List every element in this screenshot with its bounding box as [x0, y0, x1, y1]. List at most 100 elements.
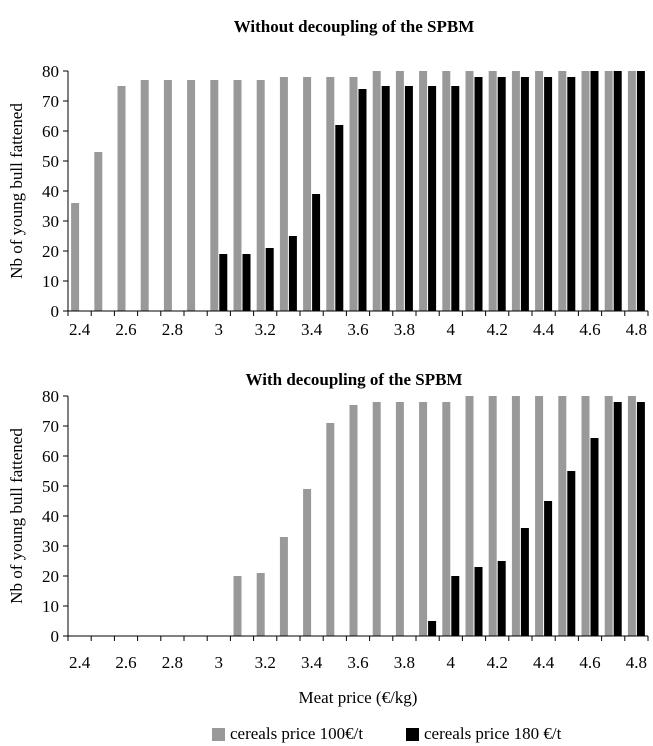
bar-series-2 [567, 77, 576, 311]
x-tick-label: 2.8 [162, 320, 183, 339]
bar-series-2 [428, 621, 437, 636]
bar-series-1 [303, 489, 312, 636]
bar-series-1 [511, 71, 520, 311]
x-tick-label: 3 [215, 320, 224, 339]
bar-series-1 [163, 80, 172, 311]
legend-swatch-black [406, 727, 419, 741]
x-axis-label: Meat price (€/kg) [299, 688, 418, 707]
y-tick-label: 30 [42, 212, 59, 231]
x-tick-label: 3.8 [394, 653, 415, 672]
bar-series-2 [219, 254, 228, 311]
bar-series-1 [535, 71, 544, 311]
bar-series-2 [590, 438, 599, 636]
y-tick-label: 60 [42, 122, 59, 141]
bar-series-2 [265, 248, 274, 311]
x-tick-label: 2.6 [115, 653, 136, 672]
bar-series-2 [520, 77, 529, 311]
x-tick-label: 3.2 [255, 320, 276, 339]
bar-series-1 [233, 576, 242, 636]
legend-swatch-grey [212, 727, 225, 741]
bar-series-1 [395, 402, 404, 636]
y-tick-label: 50 [42, 477, 59, 496]
bar-series-2 [544, 77, 553, 311]
bar-series-2 [613, 71, 622, 311]
chart-without-decoupling: Without decoupling of the SPBM 0 10 20 30 40 5… [7, 17, 649, 339]
bar-series-1 [94, 152, 103, 311]
bar-series-1 [465, 396, 474, 636]
y-tick-label: 60 [42, 447, 59, 466]
legend-item-series-1: cereals price 100€/t [212, 724, 363, 744]
bar-series-1 [117, 86, 126, 311]
bar-series-1 [442, 402, 451, 636]
bar-series-1 [581, 396, 590, 636]
bar-series-1 [140, 80, 149, 311]
bar-series-1 [279, 77, 288, 311]
y-tick-label: 50 [42, 152, 59, 171]
y-tick-label: 20 [42, 567, 59, 586]
bar-series-1 [210, 80, 219, 311]
bar-series-1 [488, 71, 497, 311]
bar-series-2 [497, 561, 506, 636]
chart-title: Without decoupling of the SPBM [234, 17, 475, 36]
bar-series-1 [349, 77, 358, 311]
y-tick-label: 0 [51, 627, 60, 646]
y-axis-label: Nb of young bull fattened [7, 428, 26, 604]
x-tick-label: 4 [447, 653, 456, 672]
y-tick-label: 0 [51, 302, 60, 321]
chart-title: With decoupling of the SPBM [246, 370, 463, 389]
y-axis-label: Nb of young bull fattened [7, 103, 26, 279]
bar-series-2 [404, 86, 413, 311]
y-tick-label: 80 [42, 62, 59, 81]
legend-label-series-2: cereals price 180 €/t [424, 724, 562, 743]
bar-series-1 [604, 396, 613, 636]
x-tick-label: 4.4 [533, 320, 555, 339]
x-tick-label: 2.6 [115, 320, 136, 339]
bar-series-2 [381, 86, 390, 311]
bar-series-1 [442, 71, 451, 311]
bar-series-1 [349, 405, 358, 636]
bar-series-2 [636, 402, 645, 636]
y-tick-label: 30 [42, 537, 59, 556]
bar-series-1 [581, 71, 590, 311]
bar-series-2 [520, 528, 529, 636]
bar-series-2 [451, 86, 460, 311]
x-tick-label: 4.6 [579, 320, 600, 339]
bar-series-1 [465, 71, 474, 311]
x-tick-label: 3.6 [347, 320, 368, 339]
x-tick-label: 3.2 [255, 653, 276, 672]
y-tick-label: 10 [42, 272, 59, 291]
bar-series-2 [451, 576, 460, 636]
y-tick-label: 10 [42, 597, 59, 616]
bar-series-1 [604, 71, 613, 311]
bar-series-1 [558, 71, 567, 311]
x-tick-label: 2.4 [69, 653, 91, 672]
bar-series-2 [288, 236, 297, 311]
bar-series-2 [497, 77, 506, 311]
x-tick-label: 4.2 [487, 653, 508, 672]
bar-series-1 [419, 71, 428, 311]
bar-series-1 [303, 77, 312, 311]
y-tick-label: 40 [42, 182, 59, 201]
legend-label-series-1: cereals price 100€/t [230, 724, 364, 743]
bar-series-2 [590, 71, 599, 311]
bar-series-1 [71, 203, 80, 311]
y-tick-label: 70 [42, 92, 59, 111]
x-tick-label: 4.8 [626, 320, 647, 339]
bar-series-1 [627, 396, 636, 636]
bar-series-1 [558, 396, 567, 636]
bar-series-2 [567, 471, 576, 636]
bar-series-2 [428, 86, 437, 311]
x-tick-label: 4 [447, 320, 456, 339]
chart-with-decoupling: With decoupling of the SPBM 0 10 20 30 40 50 60… [7, 370, 649, 707]
bar-series-2 [544, 501, 553, 636]
x-tick-label: 3.4 [301, 320, 323, 339]
bar-series-1 [256, 80, 265, 311]
x-tick-label: 4.2 [487, 320, 508, 339]
x-tick-label: 2.8 [162, 653, 183, 672]
bar-series-2 [636, 71, 645, 311]
x-tick-label: 4.4 [533, 653, 555, 672]
bar-series-1 [419, 402, 428, 636]
bar-series-1 [256, 573, 265, 636]
bar-series-2 [613, 402, 622, 636]
